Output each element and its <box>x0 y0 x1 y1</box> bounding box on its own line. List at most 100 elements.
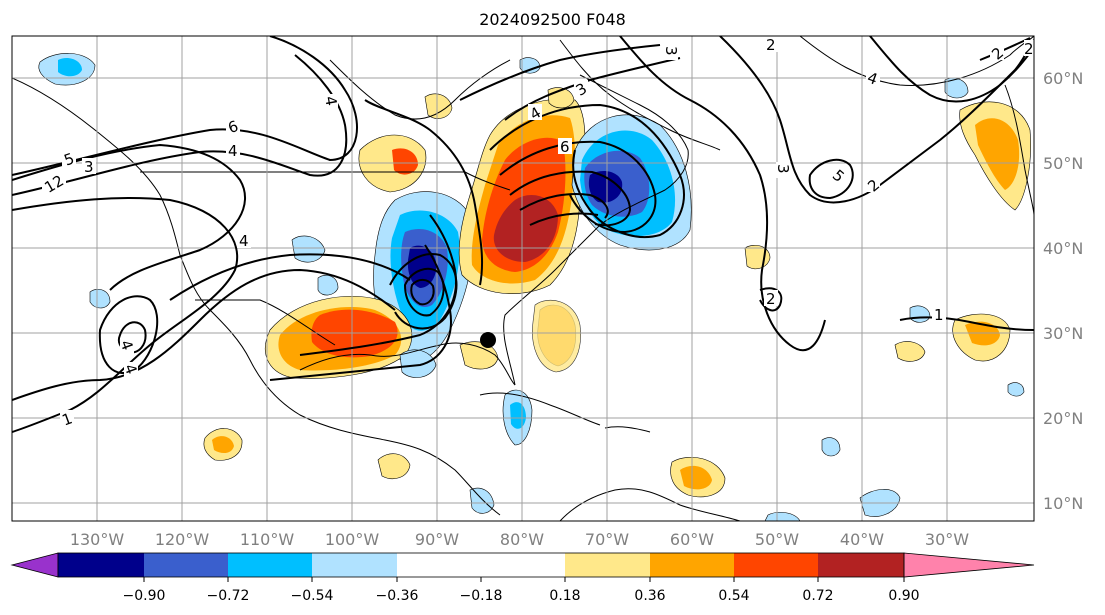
lon-label: 90°W <box>415 530 459 549</box>
lon-label: 110°W <box>240 530 295 549</box>
contour-label: 2 <box>766 36 776 54</box>
neg-anomaly-canada-core <box>58 58 82 77</box>
lat-label: 40°N <box>1043 239 1083 258</box>
pos-anomaly-sargasso-pale <box>532 299 581 373</box>
colorbar-segment <box>144 553 228 577</box>
neg-anomaly-gulf-small <box>399 349 437 378</box>
contour-label: 6 <box>560 138 570 156</box>
contour-label: 4 <box>228 142 238 160</box>
lon-label: 100°W <box>325 530 380 549</box>
pos-anomaly-pacific-core <box>212 436 234 454</box>
latitude-labels: 60°N 50°N 40°N 30°N 20°N 10°N <box>1043 69 1083 513</box>
coast-europe <box>1004 84 1034 216</box>
pos-anomaly-mexico <box>377 453 411 479</box>
contour-line <box>12 268 396 401</box>
border-us-mexico <box>195 299 336 346</box>
lat-label: 60°N <box>1043 69 1083 88</box>
lat-label: 50°N <box>1043 154 1083 173</box>
coast-gulf <box>299 342 516 386</box>
neg-anomaly-texas <box>317 275 339 296</box>
colorbar-tick: −0.72 <box>207 588 250 604</box>
contour-label: 4 <box>239 232 249 250</box>
coast-s-america <box>559 488 741 521</box>
contour-line <box>169 253 411 301</box>
contour-line <box>12 143 246 291</box>
colorbar-tick: −0.18 <box>460 588 503 604</box>
contour-line <box>529 212 599 226</box>
contour-label: 3 <box>662 46 680 56</box>
pos-anomaly-east-max <box>493 195 558 262</box>
colorbar-extend-high <box>903 552 1035 578</box>
colorbar-segment <box>228 553 312 577</box>
contour-line <box>389 253 458 330</box>
gridlines <box>12 36 1034 521</box>
pos-anomaly-caribbean-core <box>680 465 712 490</box>
colorbar-tick: 0.36 <box>634 588 665 604</box>
lon-label: 120°W <box>155 530 210 549</box>
colorbar-segment <box>312 553 397 577</box>
lat-label: 10°N <box>1043 494 1083 513</box>
coast-hispaniola <box>604 426 651 433</box>
contour-label: 3 <box>774 164 792 174</box>
contour-line <box>509 170 632 227</box>
contour-labels: 6 4 5 3 12 4 4 4 1 4 6 4 3 2 <box>41 36 1034 429</box>
colorbar-segment <box>58 553 144 577</box>
contour-line <box>459 44 661 101</box>
neg-anomaly-plains <box>291 235 326 263</box>
contour-line <box>519 192 609 219</box>
colorbar-segment <box>734 553 818 577</box>
colorbar-tick: 0.90 <box>888 588 919 604</box>
neg-anomaly-small-far-e <box>1007 382 1025 397</box>
lon-label: 80°W <box>500 530 544 549</box>
coast-greenland <box>799 36 1034 86</box>
lat-label: 20°N <box>1043 409 1083 428</box>
lon-label: 70°W <box>585 530 629 549</box>
colorbar-tick: −0.90 <box>123 588 166 604</box>
contour-line <box>98 295 159 375</box>
lat-label: 30°N <box>1043 324 1083 343</box>
contour-line <box>759 287 783 312</box>
colorbar-tick: 0.72 <box>802 588 833 604</box>
neg-anomaly-pacific-nw <box>89 289 111 309</box>
neg-anomaly-central-max <box>407 245 437 288</box>
lon-label: 40°W <box>840 530 884 549</box>
longitude-labels: 130°W 120°W 110°W 100°W 90°W 80°W 70°W 6… <box>70 530 969 549</box>
contour-line <box>410 278 435 306</box>
colorbar-segment <box>565 553 650 577</box>
lon-label: 50°W <box>755 530 799 549</box>
contour-label: 3 <box>84 158 94 176</box>
map-area: 6 4 5 3 12 4 4 4 1 4 6 4 3 2 <box>12 36 1034 521</box>
colorbar-tick: 0.18 <box>549 588 580 604</box>
colorbar-tick: 0.54 <box>718 588 749 604</box>
map-title: 2024092500 F048 <box>479 10 626 29</box>
storm-position-marker <box>480 332 496 348</box>
pos-anomaly-se <box>894 341 926 362</box>
contour-label: 2 <box>766 290 776 308</box>
lon-label: 30°W <box>925 530 969 549</box>
contour-line <box>117 321 147 354</box>
contour-line <box>489 103 685 239</box>
colorbar-segment <box>397 553 565 577</box>
contour-line <box>12 36 358 176</box>
neg-anomaly-cent-am <box>469 487 495 514</box>
coast-labrador <box>559 39 721 151</box>
coast-east <box>503 74 689 386</box>
contour-line <box>619 36 826 352</box>
neg-anomaly-east-atl <box>821 437 841 457</box>
colorbar-segment <box>650 553 734 577</box>
contour-line <box>869 36 1034 103</box>
pos-anomaly-far-east-core <box>975 118 1020 190</box>
coast-pacific-nw <box>12 77 501 516</box>
colorbar-tick: −0.36 <box>376 588 419 604</box>
contour-label: 1 <box>934 306 944 324</box>
pos-anomaly-nw-core <box>392 148 418 175</box>
neg-anomaly-atlantic-max <box>588 170 623 203</box>
contour-line <box>899 316 1034 331</box>
contour-line <box>364 99 484 286</box>
contour-line <box>979 37 1031 61</box>
contour-label: 2 <box>1024 40 1034 58</box>
map-frame <box>11 35 1035 522</box>
pos-anomaly-west <box>424 93 453 119</box>
contour-label: 4 <box>321 95 340 108</box>
